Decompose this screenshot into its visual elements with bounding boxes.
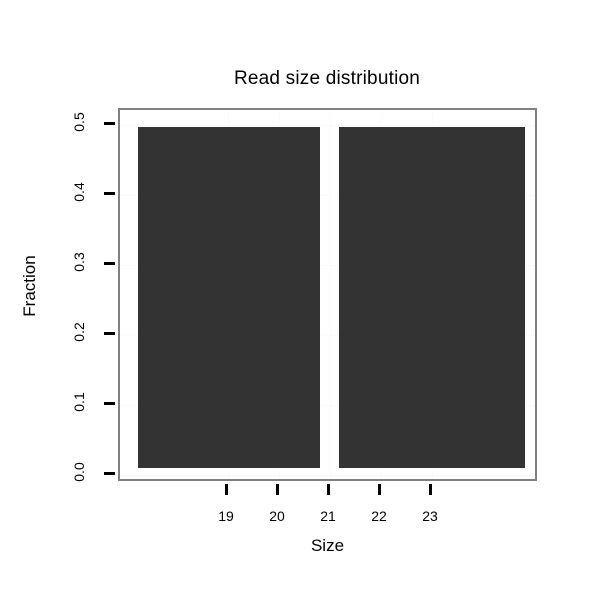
y-tick-label: 0.5 [71, 112, 87, 132]
gridline-horizontal [120, 475, 535, 476]
x-axis-label: Size [310, 536, 345, 555]
x-tick-label: 21 [320, 508, 336, 524]
y-tick-label: 0.1 [71, 392, 87, 412]
gridline-horizontal [120, 265, 535, 266]
y-tick-label: 0.2 [71, 322, 87, 342]
gridline-horizontal [120, 125, 535, 126]
y-tick-label: 0.3 [71, 252, 87, 272]
gridline-horizontal [120, 195, 535, 196]
y-axis-label: Fraction [20, 255, 39, 317]
plot-inner [120, 110, 535, 479]
x-tick-label: 23 [422, 508, 438, 524]
y-tick-label: 0.0 [71, 462, 87, 482]
plot-area [118, 108, 537, 481]
y-tick-mark [104, 192, 115, 195]
x-tick-label: 22 [371, 508, 387, 524]
gridline-vertical [330, 110, 331, 479]
bar [138, 127, 320, 468]
x-tick-mark [225, 484, 228, 495]
y-tick-mark [104, 122, 115, 125]
gridline-horizontal [120, 335, 535, 336]
y-tick-label: 0.4 [71, 182, 87, 202]
x-tick-mark [327, 484, 330, 495]
chart-title: Read size distribution [233, 68, 421, 89]
gridline-horizontal [120, 405, 535, 406]
x-tick-label: 19 [218, 508, 234, 524]
y-tick-mark [104, 472, 115, 475]
x-tick-label: 20 [269, 508, 285, 524]
y-tick-mark [104, 262, 115, 265]
bar [339, 127, 525, 468]
x-tick-mark [429, 484, 432, 495]
y-tick-mark [104, 402, 115, 405]
y-tick-mark [104, 332, 115, 335]
x-tick-mark [378, 484, 381, 495]
x-tick-mark [276, 484, 279, 495]
